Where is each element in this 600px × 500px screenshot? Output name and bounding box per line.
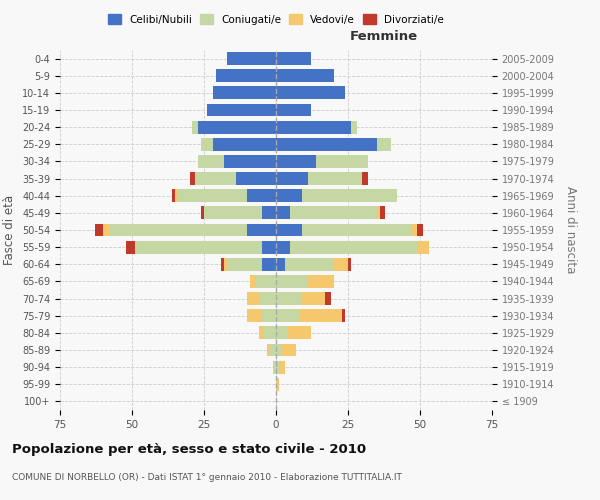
Bar	[175, 190, 178, 202]
Bar	[342, 310, 345, 322]
Bar	[276, 172, 308, 185]
Bar	[204, 206, 262, 220]
Bar	[273, 360, 276, 374]
Bar	[276, 326, 287, 340]
Text: Popolazione per età, sesso e stato civile - 2010: Popolazione per età, sesso e stato civil…	[12, 442, 366, 456]
Bar	[417, 240, 428, 254]
Bar	[417, 224, 423, 236]
Bar	[308, 172, 362, 185]
Text: Femmine: Femmine	[350, 30, 418, 43]
Bar	[95, 224, 103, 236]
Bar	[247, 190, 276, 202]
Bar	[302, 224, 412, 236]
Bar	[276, 104, 311, 117]
Bar	[247, 292, 259, 305]
Bar	[302, 292, 325, 305]
Bar	[348, 258, 351, 270]
Bar	[224, 258, 227, 270]
Y-axis label: Anni di nascita: Anni di nascita	[564, 186, 577, 274]
Bar	[103, 224, 109, 236]
Bar	[212, 86, 276, 100]
Bar	[236, 172, 276, 185]
Bar	[276, 310, 299, 322]
Bar	[135, 240, 262, 254]
Bar	[276, 258, 284, 270]
Bar	[276, 190, 302, 202]
Bar	[284, 258, 334, 270]
Bar	[247, 310, 262, 322]
Bar	[212, 138, 276, 150]
Bar	[262, 206, 276, 220]
Bar	[172, 190, 175, 202]
Bar	[198, 120, 276, 134]
Bar	[276, 378, 279, 390]
Bar	[302, 190, 397, 202]
Bar	[276, 155, 316, 168]
Bar	[268, 344, 270, 356]
Bar	[412, 224, 417, 236]
Bar	[290, 206, 377, 220]
Bar	[265, 326, 276, 340]
Bar	[279, 360, 284, 374]
Bar	[325, 292, 331, 305]
Bar	[224, 155, 276, 168]
Bar	[276, 206, 290, 220]
Bar	[250, 275, 256, 288]
Bar	[201, 206, 204, 220]
Bar	[334, 258, 348, 270]
Bar	[276, 360, 279, 374]
Bar	[109, 224, 247, 236]
Bar	[126, 240, 135, 254]
Bar	[221, 258, 224, 270]
Text: COMUNE DI NORBELLO (OR) - Dati ISTAT 1° gennaio 2010 - Elaborazione TUTTITALIA.I: COMUNE DI NORBELLO (OR) - Dati ISTAT 1° …	[12, 472, 402, 482]
Bar	[256, 275, 276, 288]
Bar	[259, 292, 276, 305]
Bar	[227, 258, 262, 270]
Bar	[196, 172, 236, 185]
Bar	[276, 240, 290, 254]
Bar	[287, 326, 311, 340]
Bar	[276, 292, 302, 305]
Legend: Celibi/Nubili, Coniugati/e, Vedovi/e, Divorziati/e: Celibi/Nubili, Coniugati/e, Vedovi/e, Di…	[104, 10, 448, 29]
Bar	[276, 70, 334, 82]
Bar	[262, 240, 276, 254]
Bar	[259, 326, 265, 340]
Bar	[316, 155, 368, 168]
Bar	[201, 138, 212, 150]
Bar	[227, 52, 276, 65]
Bar	[276, 275, 308, 288]
Bar	[276, 52, 311, 65]
Bar	[207, 104, 276, 117]
Bar	[276, 224, 302, 236]
Bar	[193, 120, 198, 134]
Bar	[262, 310, 276, 322]
Bar	[308, 275, 334, 288]
Bar	[377, 206, 380, 220]
Bar	[262, 258, 276, 270]
Bar	[377, 138, 391, 150]
Bar	[290, 240, 417, 254]
Bar	[276, 86, 345, 100]
Bar	[276, 344, 282, 356]
Bar	[282, 344, 296, 356]
Bar	[380, 206, 385, 220]
Bar	[362, 172, 368, 185]
Bar	[270, 344, 276, 356]
Bar	[247, 224, 276, 236]
Bar	[351, 120, 356, 134]
Bar	[198, 155, 224, 168]
Bar	[215, 70, 276, 82]
Bar	[190, 172, 196, 185]
Bar	[299, 310, 342, 322]
Bar	[276, 120, 351, 134]
Bar	[178, 190, 247, 202]
Y-axis label: Fasce di età: Fasce di età	[4, 195, 16, 265]
Bar	[276, 138, 377, 150]
